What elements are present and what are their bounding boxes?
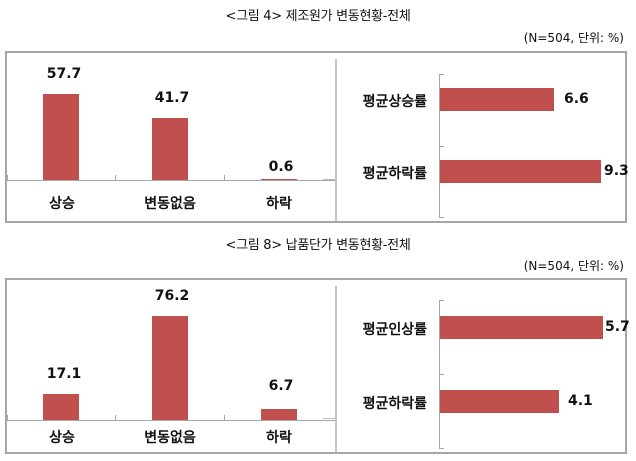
x-axis-tick (7, 415, 8, 420)
bar-value-label: 6.6 (564, 91, 589, 107)
y-axis-line (439, 74, 440, 217)
x-axis-tick (224, 415, 225, 420)
bar-fall (261, 409, 297, 420)
y-axis-label: 평균하락률 (362, 166, 427, 182)
bar-value-label: 41.7 (154, 90, 190, 106)
y-axis-tick (439, 374, 444, 375)
bar-nochange (152, 118, 188, 180)
panel-divider (335, 286, 337, 452)
figure-4-title: <그림 4> 제조원가 변동현황-전체 (225, 9, 411, 24)
y-axis-tick (439, 74, 444, 75)
figure-8-title: <그림 8> 납품단가 변동현황-전체 (225, 238, 411, 253)
x-axis-line (7, 180, 336, 181)
bar-avg-increase (440, 316, 603, 339)
bar-nochange (152, 316, 188, 420)
y-axis-label: 평균하락률 (362, 396, 427, 412)
figure-4-note: (N=504, 단위: %) (523, 31, 624, 45)
axis-stub (323, 418, 335, 419)
bar-value-label: 6.7 (268, 378, 294, 394)
bar-rise (43, 394, 79, 420)
x-axis-tick (115, 415, 116, 420)
figure-8-panel: 17.1 76.2 6.7 상승 변동없음 하락 평균인상률 5.7 평균하락률… (5, 278, 630, 454)
axis-stub (323, 179, 335, 180)
bar-fall (261, 179, 297, 180)
figure-8-note: (N=504, 단위: %) (523, 259, 624, 273)
bar-rise (43, 94, 79, 180)
x-axis-tick (224, 175, 225, 180)
bar-value-label: 76.2 (154, 288, 190, 304)
y-axis-tick (439, 217, 444, 218)
y-axis-label: 평균상승률 (362, 94, 427, 110)
figure-4-panel: 57.7 41.7 0.6 상승 변동없음 하락 평균상승률 6.6 평균하락률… (5, 51, 629, 223)
y-axis-tick (439, 146, 444, 147)
y-axis-tick (439, 300, 444, 301)
bar-value-label: 17.1 (46, 366, 82, 382)
x-axis-label: 상승 (49, 430, 75, 446)
x-axis-tick (115, 175, 116, 180)
bar-avg-fall (440, 390, 559, 413)
x-axis-label: 변동없음 (144, 196, 196, 212)
bar-avg-rise (440, 88, 554, 111)
bar-avg-fall (440, 160, 601, 183)
x-axis-label: 하락 (266, 196, 292, 212)
x-axis-label: 상승 (49, 196, 75, 212)
panel-divider (335, 59, 337, 221)
x-axis-label: 하락 (266, 430, 292, 446)
x-axis-tick (7, 175, 8, 180)
x-axis-label: 변동없음 (144, 430, 196, 446)
bar-value-label: 0.6 (268, 159, 294, 175)
bar-value-label: 5.7 (605, 319, 630, 335)
y-axis-tick (439, 448, 444, 449)
bar-value-label: 57.7 (46, 66, 82, 82)
x-axis-line (7, 420, 336, 421)
y-axis-label: 평균인상률 (362, 322, 427, 338)
bar-value-label: 9.3 (604, 163, 629, 179)
bar-value-label: 4.1 (568, 393, 593, 409)
